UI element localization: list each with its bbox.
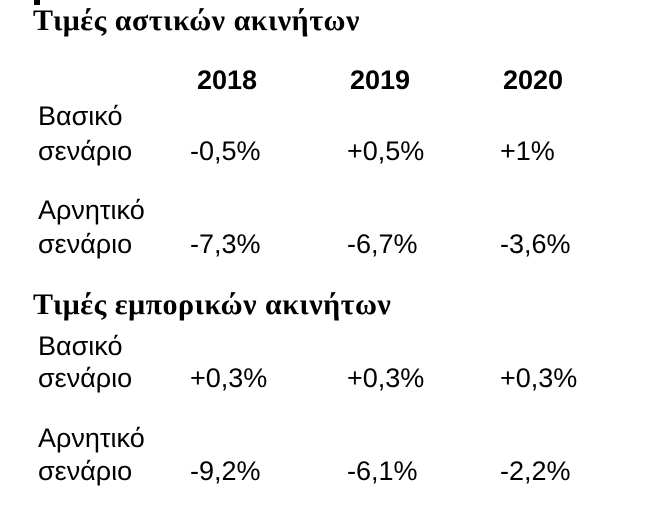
row-label-urban-basic-line2: σενάριο xyxy=(38,136,133,166)
column-header-2019: 2019 xyxy=(350,65,411,95)
value-urban-negative-2020: -3,6% xyxy=(500,229,571,259)
value-urban-negative-2018: -7,3% xyxy=(190,229,261,259)
value-commercial-basic-2018: +0,3% xyxy=(190,363,268,393)
row-label-commercial-negative-line2: σενάριο xyxy=(38,456,133,486)
value-commercial-negative-2019: -6,1% xyxy=(347,456,418,486)
value-urban-basic-2018: -0,5% xyxy=(190,136,261,166)
value-commercial-negative-2018: -9,2% xyxy=(190,456,261,486)
value-commercial-negative-2020: -2,2% xyxy=(500,456,571,486)
row-label-urban-negative-line2: σενάριο xyxy=(38,229,133,259)
value-commercial-basic-2020: +0,3% xyxy=(500,363,578,393)
row-label-commercial-negative-line1: Αρνητικό xyxy=(38,423,145,453)
row-label-urban-basic-line1: Βασικό xyxy=(38,101,123,131)
row-label-urban-negative-line1: Αρνητικό xyxy=(38,195,145,225)
section-title-urban-prices: Τιμές αστικών ακινήτων xyxy=(33,4,360,37)
value-urban-basic-2020: +1% xyxy=(500,136,555,166)
value-urban-basic-2019: +0,5% xyxy=(347,136,425,166)
column-header-2018: 2018 xyxy=(197,65,258,95)
row-label-commercial-basic-line2: σενάριο xyxy=(38,363,133,393)
value-commercial-basic-2019: +0,3% xyxy=(347,363,425,393)
row-label-commercial-basic-line1: Βασικό xyxy=(38,331,123,361)
value-urban-negative-2019: -6,7% xyxy=(347,229,418,259)
column-header-2020: 2020 xyxy=(503,65,564,95)
cropped-text-fragment xyxy=(34,0,40,5)
section-title-commercial-prices: Τιμές εμπορικών ακινήτων xyxy=(33,288,392,321)
